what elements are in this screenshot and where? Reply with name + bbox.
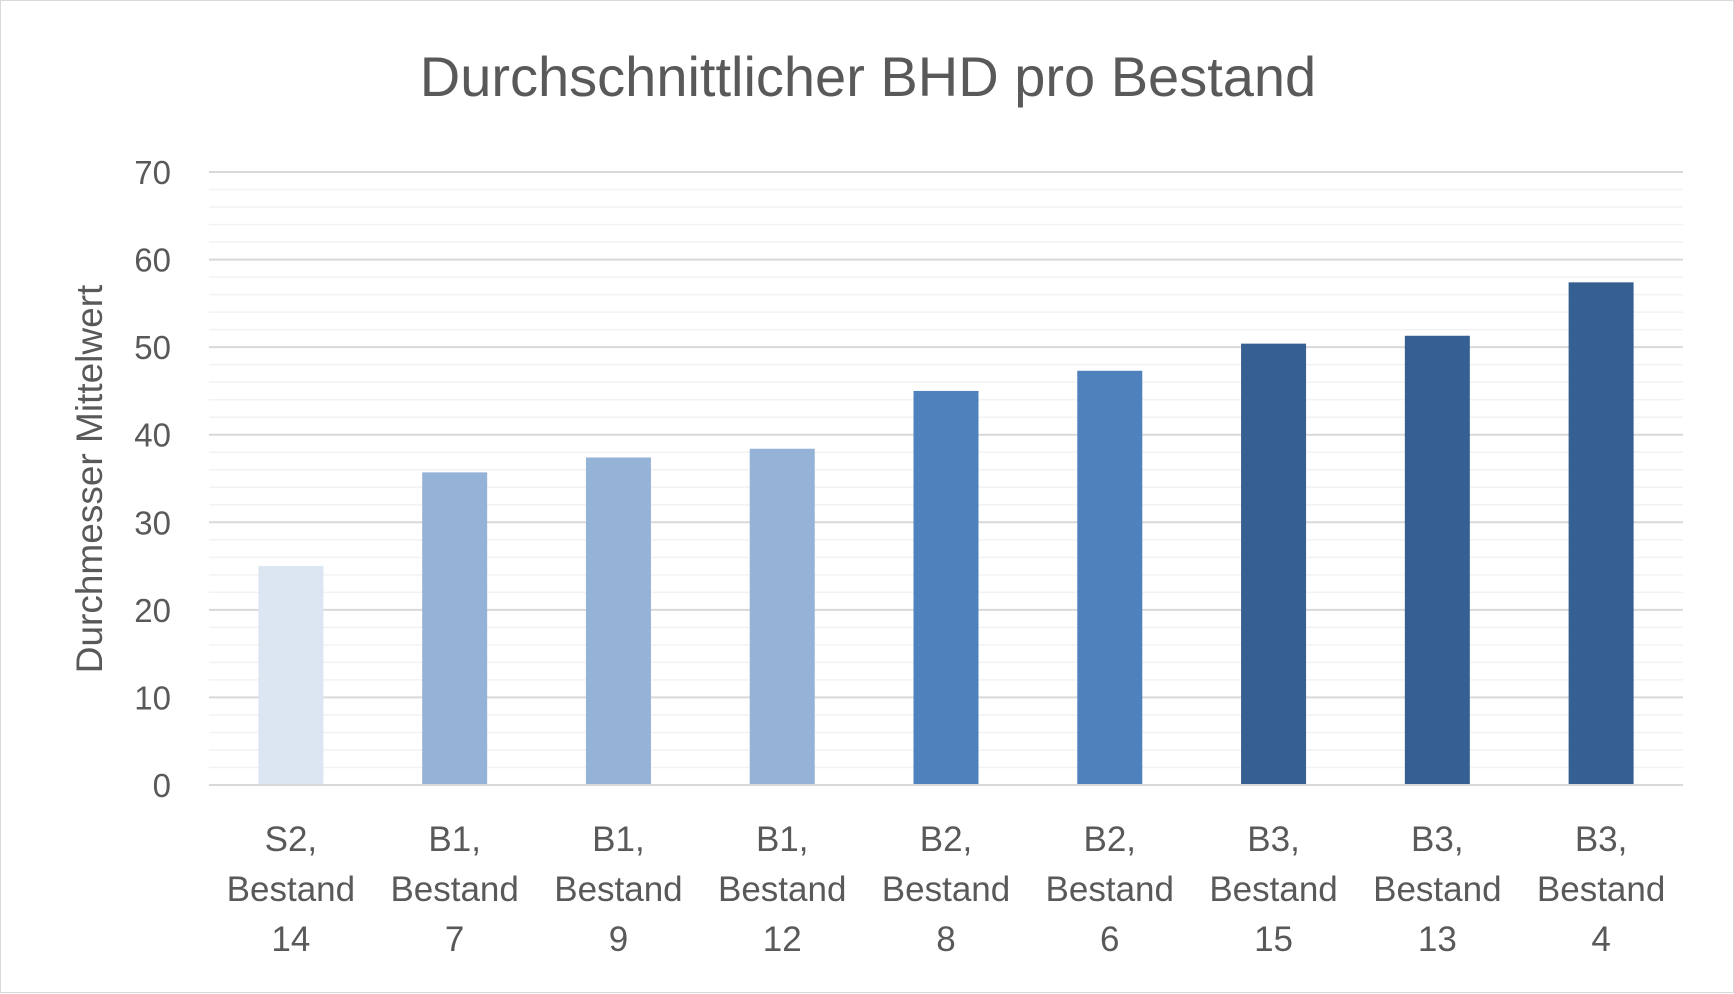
x-axis-labels: S2, Bestand 14 B1, Bestand 7 B1, Bestand 9 B1, Bes… (227, 820, 1666, 959)
x-category-label-line: 4 (1591, 920, 1610, 959)
x-category-label-line: S2, (265, 820, 318, 859)
x-category-label: B3, Bestand 4 (1537, 820, 1665, 959)
y-tick-label: 70 (134, 154, 171, 191)
bar (1241, 343, 1307, 785)
x-category-label-line: B3, (1411, 820, 1464, 859)
x-category-label-line: 13 (1418, 920, 1457, 959)
x-category-label-line: 8 (936, 920, 955, 959)
y-tick-label: 30 (134, 504, 171, 541)
bar (1568, 282, 1634, 785)
y-tick-label: 0 (153, 767, 171, 804)
chart-title: Durchschnittlicher BHD pro Bestand (420, 45, 1316, 108)
x-category-label-line: Bestand (227, 870, 355, 909)
x-category-label: B2, Bestand 6 (1046, 820, 1174, 959)
bar (585, 457, 651, 785)
x-category-label: B1, Bestand 9 (554, 820, 682, 959)
x-category-label-line: 7 (445, 920, 464, 959)
x-category-label-line: 9 (609, 920, 628, 959)
x-category-label-line: Bestand (1373, 870, 1501, 909)
bar (258, 566, 324, 785)
bar (1077, 370, 1143, 785)
x-category-label-line: B3, (1247, 820, 1300, 859)
x-category-label-line: 15 (1254, 920, 1293, 959)
bar (913, 390, 979, 785)
x-category-label-line: B1, (428, 820, 481, 859)
y-tick-label: 20 (134, 592, 171, 629)
y-axis-label: Durchmesser Mittelwert (69, 284, 110, 673)
x-category-label-line: Bestand (1046, 870, 1174, 909)
x-category-label-line: 14 (271, 920, 310, 959)
x-category-label-line: Bestand (1209, 870, 1337, 909)
x-category-label-line: Bestand (390, 870, 518, 909)
x-category-label: S2, Bestand 14 (227, 820, 355, 959)
x-category-label-line: Bestand (554, 870, 682, 909)
x-category-label-line: B2, (920, 820, 973, 859)
x-category-label-line: Bestand (718, 870, 846, 909)
x-category-label: B3, Bestand 15 (1209, 820, 1337, 959)
y-tick-label: 50 (134, 329, 171, 366)
x-category-label: B3, Bestand 13 (1373, 820, 1501, 959)
x-category-label-line: Bestand (882, 870, 1010, 909)
y-tick-label: 10 (134, 679, 171, 716)
x-category-label: B2, Bestand 8 (882, 820, 1010, 959)
bars (258, 282, 1634, 785)
x-category-label: B1, Bestand 12 (718, 820, 846, 959)
bar (749, 448, 815, 785)
x-category-label-line: B1, (756, 820, 809, 859)
bar (422, 472, 488, 785)
x-category-label-line: 6 (1100, 920, 1119, 959)
x-category-label-line: Bestand (1537, 870, 1665, 909)
bar (1404, 335, 1470, 785)
y-tick-label: 40 (134, 417, 171, 454)
y-tick-label: 60 (134, 242, 171, 279)
y-axis-ticks: 0 10 20 30 40 50 60 70 (134, 154, 171, 804)
x-category-label-line: B2, (1084, 820, 1137, 859)
x-category-label-line: B3, (1575, 820, 1628, 859)
x-category-label-line: 12 (763, 920, 802, 959)
x-category-label-line: B1, (592, 820, 645, 859)
x-category-label: B1, Bestand 7 (390, 820, 518, 959)
